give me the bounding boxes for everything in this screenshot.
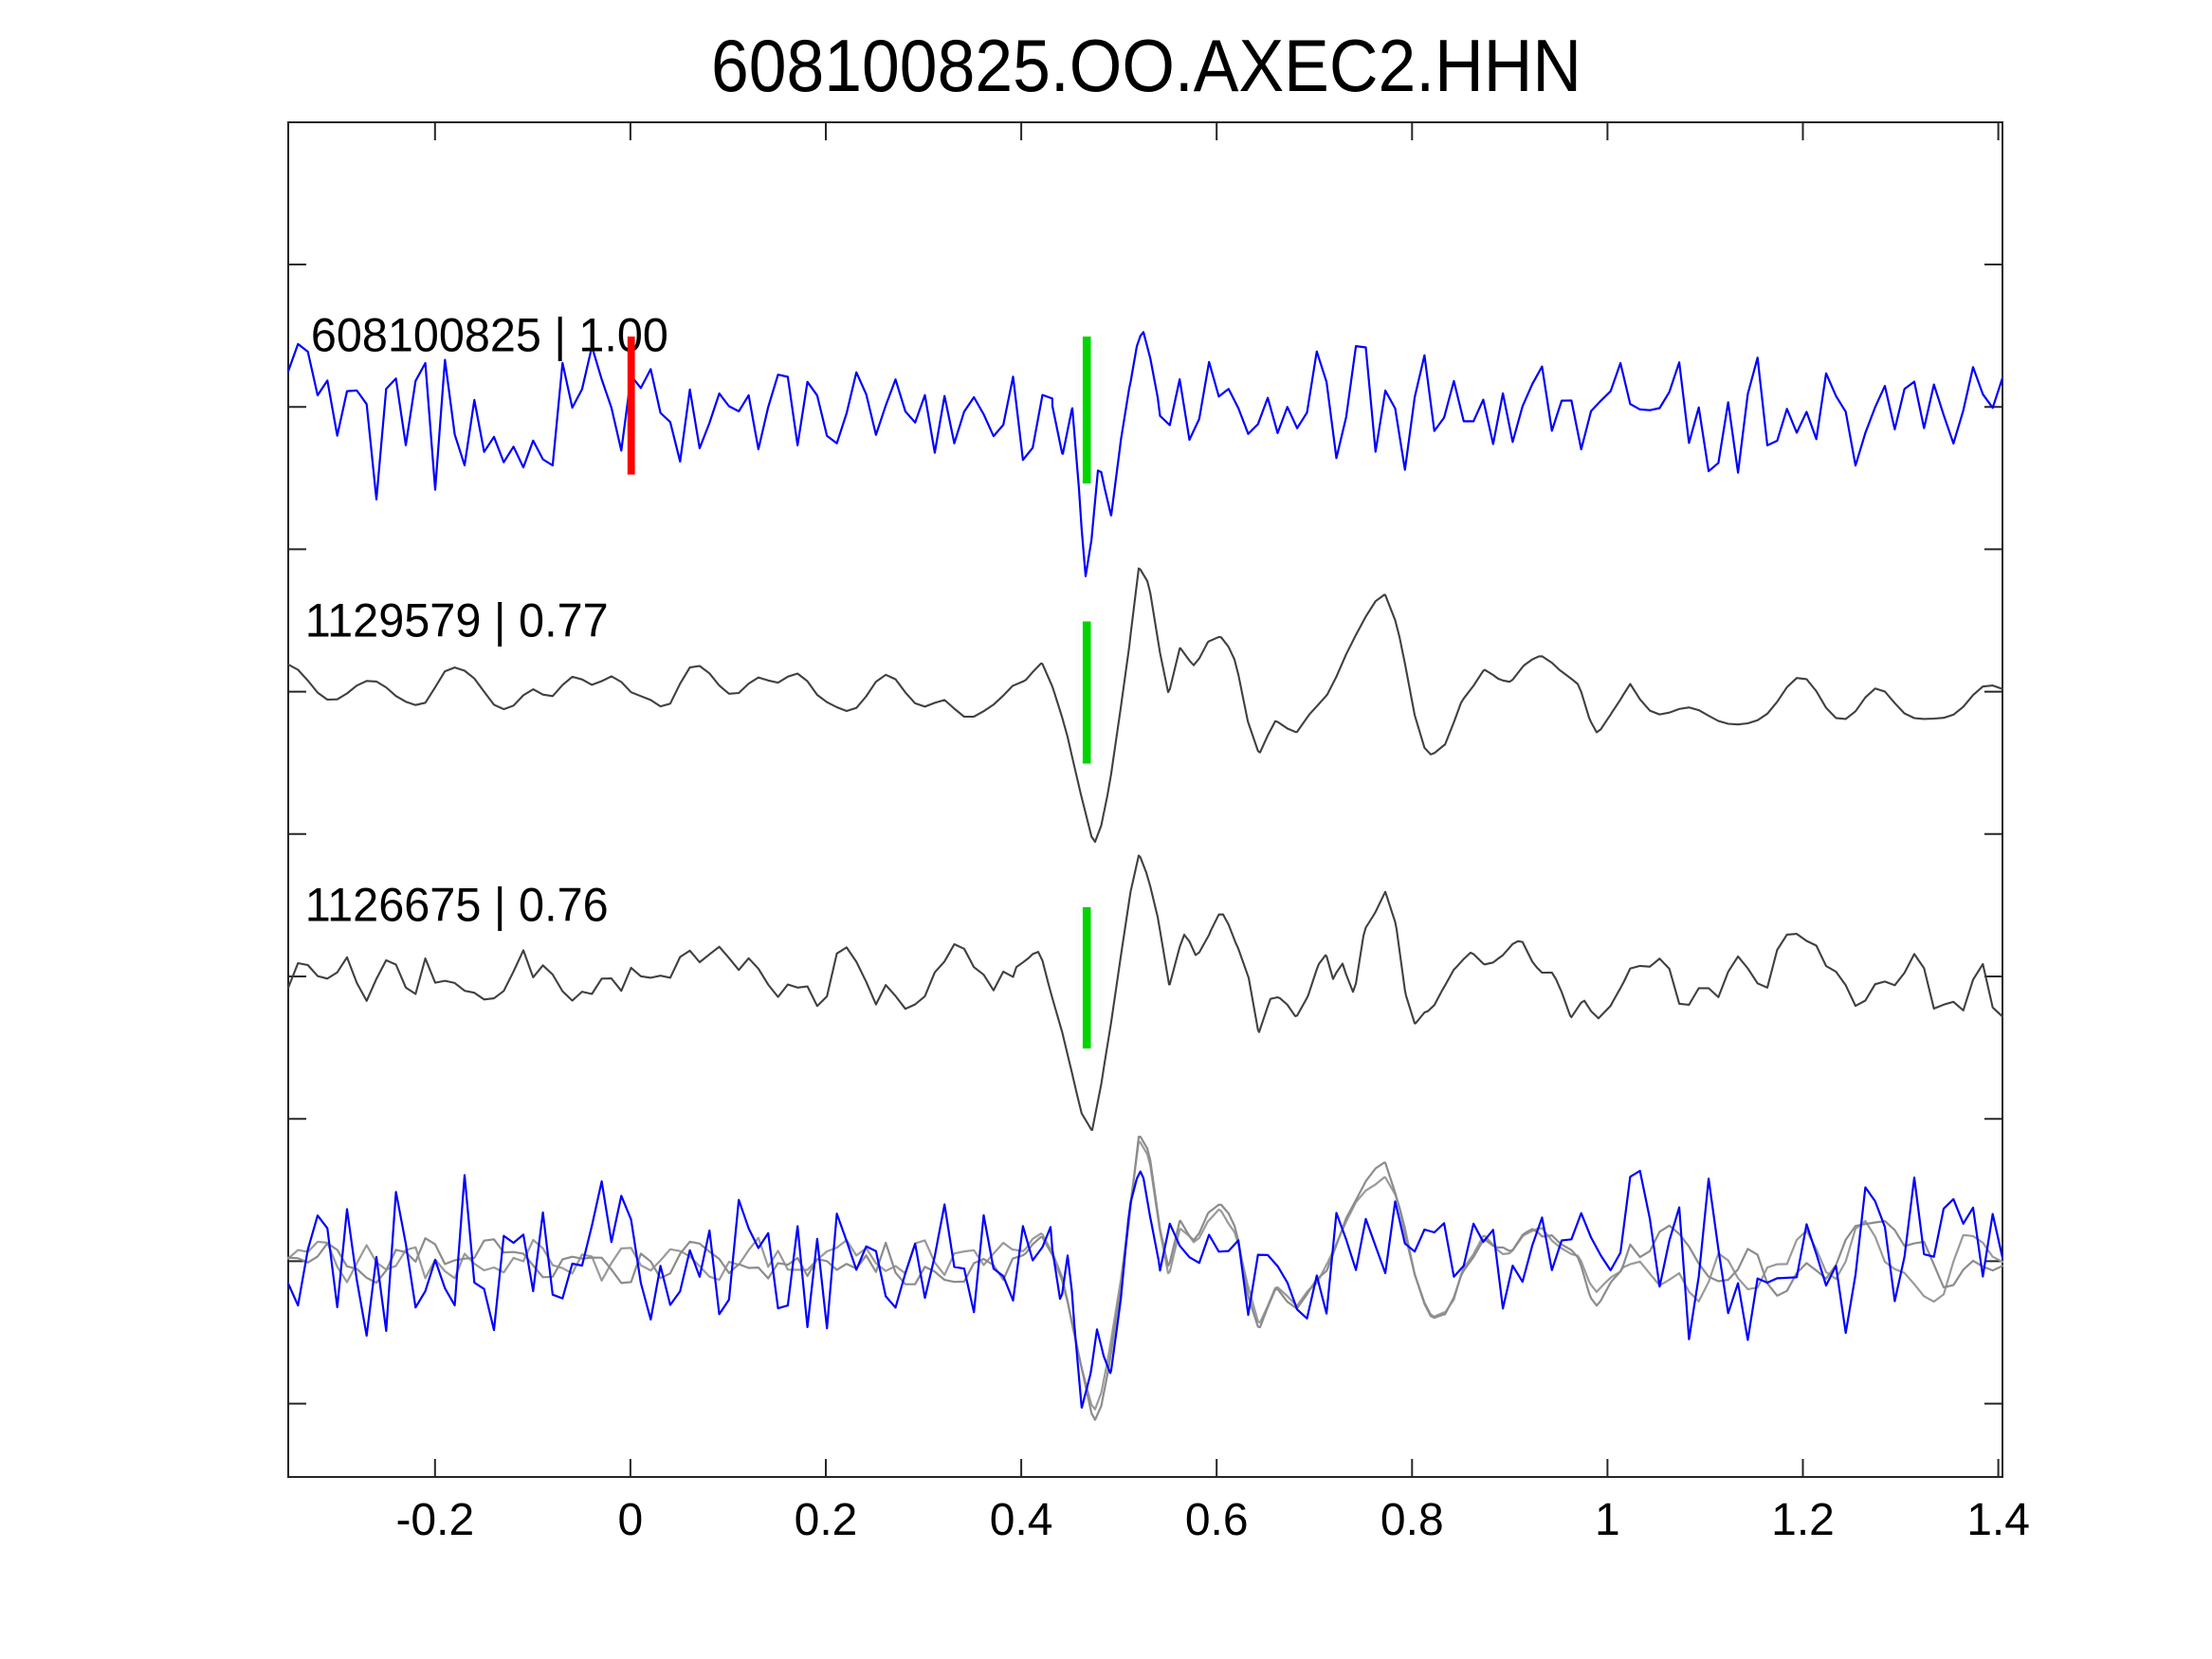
svg-text:0.2: 0.2	[795, 1495, 858, 1545]
svg-text:608100825 | 1.00: 608100825 | 1.00	[311, 309, 668, 362]
svg-text:1126675 | 0.76: 1126675 | 0.76	[305, 879, 609, 932]
svg-text:0.8: 0.8	[1380, 1495, 1444, 1545]
svg-text:0.6: 0.6	[1185, 1495, 1249, 1545]
svg-text:1.4: 1.4	[1966, 1495, 2030, 1545]
svg-text:1129579 | 0.77: 1129579 | 0.77	[305, 594, 609, 647]
svg-text:1: 1	[1595, 1495, 1620, 1545]
svg-text:608100825.OO.AXEC2.HHN: 608100825.OO.AXEC2.HHN	[711, 24, 1581, 107]
svg-text:0.4: 0.4	[990, 1495, 1053, 1545]
svg-text:-0.2: -0.2	[395, 1495, 474, 1545]
svg-text:1.2: 1.2	[1771, 1495, 1835, 1545]
svg-text:0: 0	[618, 1495, 644, 1545]
